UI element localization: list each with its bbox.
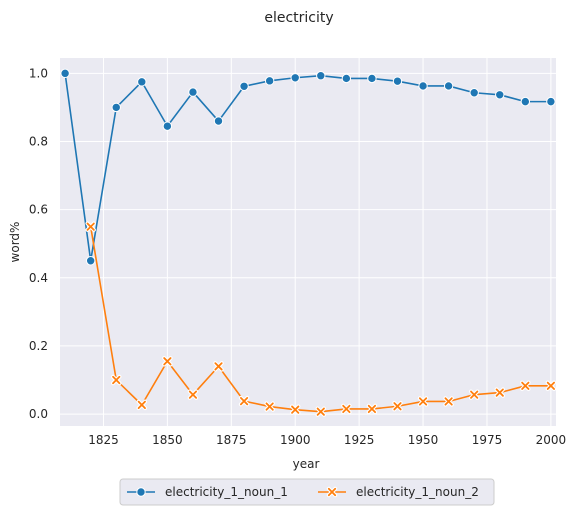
data-point: [60, 68, 70, 79]
data-point: [239, 81, 249, 91]
x-tick-label: 1850: [152, 433, 183, 447]
legend-item: electricity_1_noun_1: [127, 485, 288, 499]
y-tick-label: 0.0: [29, 407, 48, 421]
data-point: [136, 399, 148, 411]
series-2: [85, 221, 557, 417]
data-point: [238, 395, 250, 407]
x-tick-label: 1925: [344, 433, 375, 447]
data-point: [316, 71, 326, 81]
data-point: [162, 121, 173, 131]
data-point: [213, 116, 224, 126]
data-point: [85, 256, 96, 266]
data-point: [417, 396, 429, 407]
x-tick-label: 1875: [216, 433, 247, 447]
y-tick-label: 1.0: [29, 66, 48, 80]
data-point: [545, 380, 557, 391]
data-point: [315, 406, 326, 417]
series-group: [60, 68, 557, 417]
data-point: [341, 73, 352, 84]
data-point: [443, 81, 454, 91]
legend-label: electricity_1_noun_2: [356, 485, 479, 499]
legend-marker: [136, 487, 146, 497]
data-point: [367, 73, 377, 84]
series-1: [60, 68, 556, 266]
data-point: [111, 102, 121, 113]
data-point: [162, 356, 173, 367]
data-point: [392, 76, 403, 86]
x-tick-label: 1975: [472, 433, 503, 447]
data-point: [495, 90, 505, 100]
data-point: [341, 403, 352, 415]
x-axis-label: year: [293, 457, 320, 471]
data-point: [366, 403, 378, 415]
chart-title: electricity: [264, 10, 333, 26]
data-point: [290, 404, 301, 415]
data-point: [418, 81, 428, 91]
data-point: [213, 361, 224, 372]
x-tick-label: 1825: [88, 433, 119, 447]
data-point: [468, 389, 480, 400]
data-point: [546, 96, 556, 107]
tick-labels: 1825 1850 1875 1900 1925 1950 1975 2000 0.0 0.2 0.…: [29, 66, 566, 447]
data-point: [264, 76, 275, 86]
legend-frame: [119, 478, 495, 506]
x-tick-label: 1950: [408, 433, 439, 447]
data-point: [443, 396, 454, 407]
plot-area: [60, 58, 556, 426]
data-point: [264, 401, 275, 412]
data-point: [392, 401, 403, 412]
grid: [60, 58, 556, 426]
data-point: [137, 77, 147, 87]
data-point: [520, 96, 531, 107]
data-point: [187, 389, 199, 400]
x-tick-label: 1900: [280, 433, 311, 447]
legend-item: electricity_1_noun_2: [318, 485, 479, 499]
y-tick-label: 0.6: [29, 203, 48, 217]
legend: electricity_1_noun_1 electricity_1_noun_2: [119, 478, 495, 506]
x-tick-label: 2000: [536, 433, 567, 447]
y-tick-label: 0.8: [29, 134, 48, 148]
data-point: [85, 221, 96, 232]
data-point: [290, 73, 300, 83]
legend-marker: [326, 486, 338, 498]
data-point: [188, 87, 198, 97]
data-point: [111, 374, 122, 386]
y-tick-label: 0.4: [29, 271, 48, 285]
data-point: [494, 387, 505, 398]
y-tick-label: 0.2: [29, 339, 48, 353]
data-point: [469, 88, 479, 98]
y-axis-label: word%: [8, 222, 22, 263]
data-point: [520, 380, 531, 391]
legend-label: electricity_1_noun_1: [165, 485, 288, 499]
